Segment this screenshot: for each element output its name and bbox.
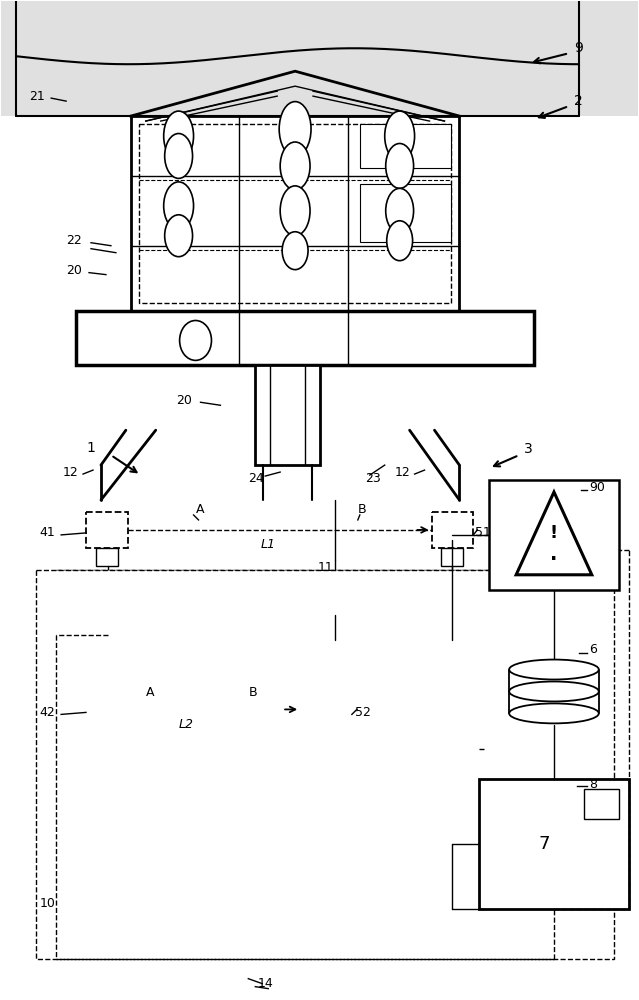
Text: 9: 9 bbox=[574, 41, 583, 55]
Text: 6: 6 bbox=[589, 643, 597, 656]
Text: 90: 90 bbox=[589, 481, 604, 494]
Bar bbox=[86, 512, 128, 548]
Ellipse shape bbox=[387, 221, 413, 261]
Text: 3: 3 bbox=[524, 442, 533, 456]
Text: 2: 2 bbox=[574, 94, 583, 108]
Text: 8: 8 bbox=[589, 778, 597, 791]
Bar bbox=[360, 124, 451, 168]
Text: 11: 11 bbox=[318, 561, 334, 574]
Bar bbox=[36, 570, 613, 959]
Text: 42: 42 bbox=[39, 706, 55, 719]
Text: L1: L1 bbox=[260, 538, 275, 551]
Bar bbox=[255, 365, 320, 465]
Bar bbox=[86, 687, 136, 731]
Text: !: ! bbox=[550, 524, 558, 542]
Ellipse shape bbox=[164, 182, 194, 230]
Ellipse shape bbox=[165, 215, 192, 257]
Text: A: A bbox=[146, 686, 154, 699]
Text: 20: 20 bbox=[176, 394, 192, 407]
Ellipse shape bbox=[386, 188, 413, 233]
Bar bbox=[300, 687, 350, 731]
Text: 51: 51 bbox=[475, 526, 491, 539]
Ellipse shape bbox=[164, 111, 194, 161]
Text: 20: 20 bbox=[66, 264, 82, 277]
Bar bbox=[96, 548, 118, 566]
Bar bbox=[310, 575, 360, 615]
Bar bbox=[584, 789, 619, 819]
Bar bbox=[56, 570, 599, 635]
Bar bbox=[131, 116, 459, 311]
Text: L2: L2 bbox=[179, 718, 194, 731]
Text: B: B bbox=[358, 503, 366, 516]
Polygon shape bbox=[516, 492, 592, 575]
Text: 10: 10 bbox=[39, 897, 55, 910]
Text: 12: 12 bbox=[63, 466, 79, 479]
Bar bbox=[76, 311, 534, 365]
Text: 41: 41 bbox=[39, 526, 55, 539]
Bar bbox=[139, 124, 451, 303]
Text: 52: 52 bbox=[355, 706, 371, 719]
Bar bbox=[308, 729, 338, 749]
Bar bbox=[489, 480, 619, 590]
Ellipse shape bbox=[279, 102, 311, 156]
Ellipse shape bbox=[180, 320, 212, 360]
Ellipse shape bbox=[385, 111, 415, 161]
Ellipse shape bbox=[165, 134, 192, 178]
Bar bbox=[360, 184, 451, 242]
Bar bbox=[1, 1, 638, 116]
Ellipse shape bbox=[509, 681, 599, 701]
Text: 7: 7 bbox=[538, 835, 550, 853]
Text: A: A bbox=[196, 503, 204, 516]
Ellipse shape bbox=[280, 186, 310, 236]
Ellipse shape bbox=[280, 142, 310, 190]
Ellipse shape bbox=[282, 232, 308, 270]
Ellipse shape bbox=[386, 143, 413, 188]
Text: .: . bbox=[550, 545, 558, 564]
Bar bbox=[442, 548, 463, 566]
Bar bbox=[479, 779, 629, 909]
Bar bbox=[86, 640, 484, 909]
Text: 24: 24 bbox=[249, 472, 264, 485]
Text: 14: 14 bbox=[258, 977, 273, 990]
Text: 21: 21 bbox=[29, 90, 45, 103]
Text: 1: 1 bbox=[86, 441, 95, 455]
Text: 22: 22 bbox=[66, 234, 82, 247]
Text: 23: 23 bbox=[365, 472, 381, 485]
Ellipse shape bbox=[509, 703, 599, 723]
Bar bbox=[431, 512, 473, 548]
Text: 12: 12 bbox=[395, 466, 410, 479]
Text: B: B bbox=[249, 686, 257, 699]
Ellipse shape bbox=[509, 660, 599, 680]
Bar bbox=[94, 729, 124, 749]
